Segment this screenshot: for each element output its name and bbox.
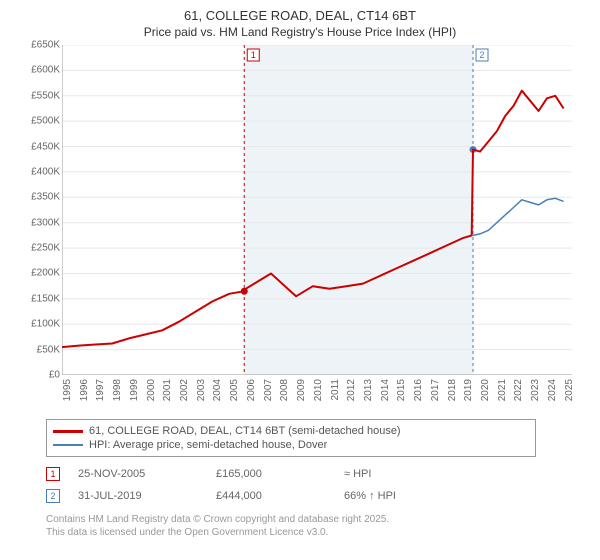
x-tick-label: 2019	[463, 379, 474, 401]
x-tick-label: 1996	[79, 379, 90, 401]
x-tick-label: 2007	[263, 379, 274, 401]
attribution-line: Contains HM Land Registry data © Crown c…	[46, 513, 588, 526]
x-tick-label: 2016	[413, 379, 424, 401]
x-tick-label: 2003	[196, 379, 207, 401]
x-tick-label: 2020	[480, 379, 491, 401]
y-tick-label: £300K	[31, 217, 60, 228]
x-tick-label: 2014	[380, 379, 391, 401]
x-tick-label: 2000	[146, 379, 157, 401]
legend-item: HPI: Average price, semi-detached house,…	[53, 438, 529, 452]
x-tick-label: 2001	[162, 379, 173, 401]
page-subtitle: Price paid vs. HM Land Registry's House …	[12, 25, 588, 39]
marker-date: 31-JUL-2019	[78, 490, 198, 502]
y-tick-label: £150K	[31, 293, 60, 304]
marker-row: 2 31-JUL-2019 £444,000 66% ↑ HPI	[46, 485, 588, 507]
y-axis: £0£50K£100K£150K£200K£250K£300K£350K£400…	[20, 45, 62, 375]
x-tick-label: 1999	[129, 379, 140, 401]
x-axis: 1995 1996 1997 1998 1999 2000 2001 2002 2003 2004…	[62, 375, 572, 415]
x-tick-label: 2006	[246, 379, 257, 401]
chart: £0 £50K £100K £150K £200K £250K £300K £350K £400…	[20, 45, 580, 415]
svg-text:2: 2	[480, 50, 485, 60]
x-tick-label: 2004	[212, 379, 223, 401]
legend: 61, COLLEGE ROAD, DEAL, CT14 6BT (semi-d…	[46, 419, 536, 457]
attribution-line: This data is licensed under the Open Gov…	[46, 526, 588, 539]
marker-table: 1 25-NOV-2005 £165,000 ≈ HPI 2 31-JUL-2019 £44…	[46, 463, 588, 507]
x-tick-label: 2012	[346, 379, 357, 401]
y-tick-label: £400K	[31, 166, 60, 177]
marker-badge: 1	[46, 467, 60, 481]
y-tick-label: £50K	[37, 344, 60, 355]
x-tick-label: 2011	[330, 379, 341, 401]
y-tick-label: £0	[49, 370, 60, 381]
legend-swatch	[53, 430, 83, 433]
x-tick-label: 2022	[513, 379, 524, 401]
y-tick-label: £650K	[31, 40, 60, 51]
page-title: 61, COLLEGE ROAD, DEAL, CT14 6BT	[12, 8, 588, 23]
x-tick-label: 2023	[530, 379, 541, 401]
legend-swatch	[53, 444, 83, 446]
y-tick-label: £200K	[31, 268, 60, 279]
x-tick-label: 2017	[430, 379, 441, 401]
x-tick-label: 2018	[447, 379, 458, 401]
plot-area: 12	[62, 45, 572, 375]
legend-label: HPI: Average price, semi-detached house,…	[89, 439, 327, 451]
x-tick-label: 2015	[396, 379, 407, 401]
y-tick-label: £350K	[31, 192, 60, 203]
x-tick-label: 2002	[179, 379, 190, 401]
x-tick-label: 2024	[547, 379, 558, 401]
x-tick-label: 2005	[229, 379, 240, 401]
x-tick-label: 2013	[363, 379, 374, 401]
x-tick-label: 2010	[313, 379, 324, 401]
y-tick-label: £250K	[31, 243, 60, 254]
svg-text:1: 1	[251, 50, 256, 60]
legend-label: 61, COLLEGE ROAD, DEAL, CT14 6BT (semi-d…	[89, 425, 401, 437]
y-tick-label: £500K	[31, 116, 60, 127]
x-tick-label: 1997	[95, 379, 106, 401]
marker-delta: ≈ HPI	[344, 468, 371, 480]
x-tick-label: 2025	[564, 379, 575, 401]
marker-delta: 66% ↑ HPI	[344, 490, 396, 502]
x-tick-label: 1998	[112, 379, 123, 401]
marker-price: £165,000	[216, 468, 326, 480]
y-tick-label: £600K	[31, 65, 60, 76]
x-tick-label: 2021	[497, 379, 508, 401]
x-tick-label: 2009	[296, 379, 307, 401]
marker-price: £444,000	[216, 490, 326, 502]
legend-item: 61, COLLEGE ROAD, DEAL, CT14 6BT (semi-d…	[53, 424, 529, 438]
marker-row: 1 25-NOV-2005 £165,000 ≈ HPI	[46, 463, 588, 485]
attribution: Contains HM Land Registry data © Crown c…	[46, 513, 588, 539]
x-tick-label: 1995	[62, 379, 73, 401]
marker-badge: 2	[46, 489, 60, 503]
x-tick-label: 2008	[279, 379, 290, 401]
marker-date: 25-NOV-2005	[78, 468, 198, 480]
y-tick-label: £450K	[31, 141, 60, 152]
y-tick-label: £550K	[31, 90, 60, 101]
y-tick-label: £100K	[31, 319, 60, 330]
